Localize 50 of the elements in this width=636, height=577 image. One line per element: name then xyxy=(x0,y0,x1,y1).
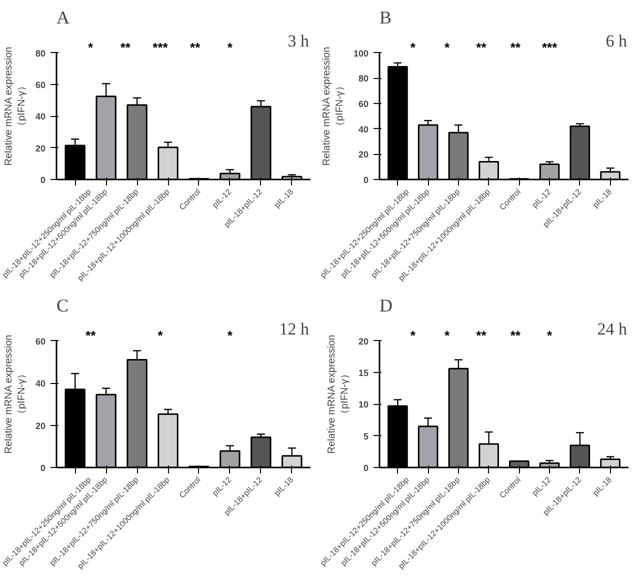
chart-subtitle: 6 h xyxy=(606,32,628,50)
y-axis-title: Relative mRNA expression （pIFN-γ） xyxy=(321,46,346,166)
y-tick-label: 0 xyxy=(363,175,369,185)
y-tick-label: 60 xyxy=(358,98,369,109)
y-tick-label: 60 xyxy=(35,80,46,90)
annotation: * xyxy=(444,40,451,56)
y-tick-label: 15 xyxy=(358,368,369,378)
annotation: ** xyxy=(86,328,97,344)
annotation: *** xyxy=(152,40,169,56)
y-tick-label: 40 xyxy=(35,378,46,389)
annotation: ** xyxy=(476,40,488,56)
y-axis-title: Relative mRNA expression （pIFN-γ） xyxy=(326,334,350,454)
y-tick-label: 0 xyxy=(40,175,46,185)
y-tick-label: 5 xyxy=(363,431,369,442)
y-axis-title: Relative mRNA expression （pIFN-γ） xyxy=(3,334,28,454)
y-tick-label: 10 xyxy=(358,400,369,410)
y-tick-label: 100 xyxy=(353,48,369,58)
chart-title: C xyxy=(56,296,69,316)
y-tick-label: 40 xyxy=(358,124,369,134)
annotation: * xyxy=(547,328,554,344)
y-tick-label: 60 xyxy=(35,336,46,346)
y-tick-label: 40 xyxy=(35,112,46,122)
annotation: ** xyxy=(510,328,522,344)
y-tick-label: 20 xyxy=(35,420,46,431)
y-tick-label: 20 xyxy=(358,150,369,160)
chart-subtitle: 24 h xyxy=(597,320,628,338)
y-tick-label: 20 xyxy=(35,143,46,154)
chart-title: D xyxy=(380,296,392,316)
chart-subtitle: 3 h xyxy=(288,32,310,50)
chart-subtitle: 12 h xyxy=(279,320,310,338)
annotation: * xyxy=(410,328,416,344)
y-tick-label: 0 xyxy=(363,463,369,473)
y-axis-title: Relative mRNA expression （pIFN-γ） xyxy=(3,46,28,166)
annotation: * xyxy=(227,40,234,56)
y-tick-label: 20 xyxy=(358,336,369,346)
annotation: *** xyxy=(542,40,558,56)
annotation: ** xyxy=(476,328,488,344)
y-tick-label: 0 xyxy=(40,463,46,473)
annotation: * xyxy=(444,328,451,344)
annotation: * xyxy=(227,328,234,344)
y-tick-label: 80 xyxy=(358,74,369,84)
chart-title: B xyxy=(380,8,392,28)
annotation: * xyxy=(158,328,164,344)
y-tick-label: 80 xyxy=(35,48,46,58)
annotation: * xyxy=(410,40,416,56)
annotation: * xyxy=(88,40,94,56)
annotation: ** xyxy=(190,40,202,56)
annotation: ** xyxy=(120,40,132,56)
chart-title: A xyxy=(56,8,70,28)
annotation: ** xyxy=(510,40,522,56)
